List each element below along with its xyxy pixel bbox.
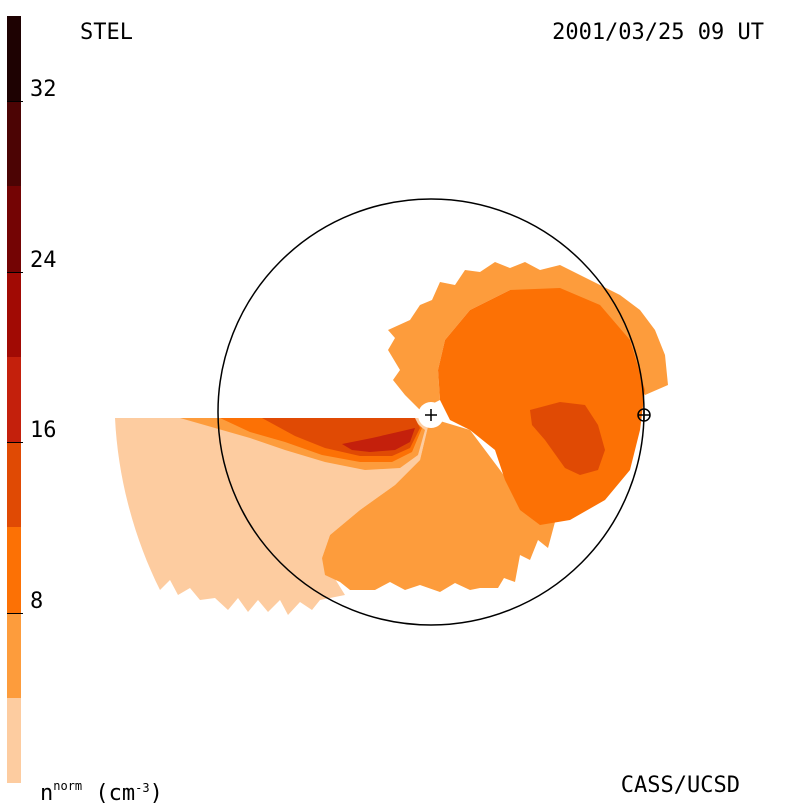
colorbar-tick-label: 16	[30, 418, 57, 444]
colorbar-segment	[7, 527, 21, 613]
colorbar-segment	[7, 186, 21, 272]
colorbar-segment	[7, 356, 21, 443]
colorbar-segment	[7, 271, 21, 357]
colorbar-tick	[7, 442, 23, 444]
credit-label: CASS/UCSD	[620, 773, 740, 798]
colorbar-tick	[7, 271, 23, 273]
density-region-level-5	[342, 428, 415, 452]
colorbar-segment	[7, 101, 21, 187]
colorbar-segment	[7, 697, 21, 783]
colorbar-unit-label: nnorm (cm-3)	[40, 779, 163, 806]
density-colorbar	[7, 16, 21, 783]
colorbar-segment	[7, 16, 21, 102]
colorbar-segment	[7, 612, 21, 698]
colorbar-tick-label: 32	[30, 77, 57, 103]
datetime-title: 2001/03/25 09 UT	[552, 20, 764, 45]
colorbar-tick-label: 24	[30, 247, 57, 273]
density-region-level-2b	[388, 262, 668, 410]
colorbar-tick-label: 8	[30, 588, 44, 614]
density-region-level-2	[322, 418, 555, 592]
colorbar-segment	[7, 442, 21, 528]
sun-earth-line	[115, 410, 420, 416]
colorbar-tick	[7, 101, 23, 103]
density-region-level-4	[530, 402, 605, 475]
instrument-title: STEL	[80, 20, 133, 45]
colorbar-tick	[7, 612, 23, 614]
